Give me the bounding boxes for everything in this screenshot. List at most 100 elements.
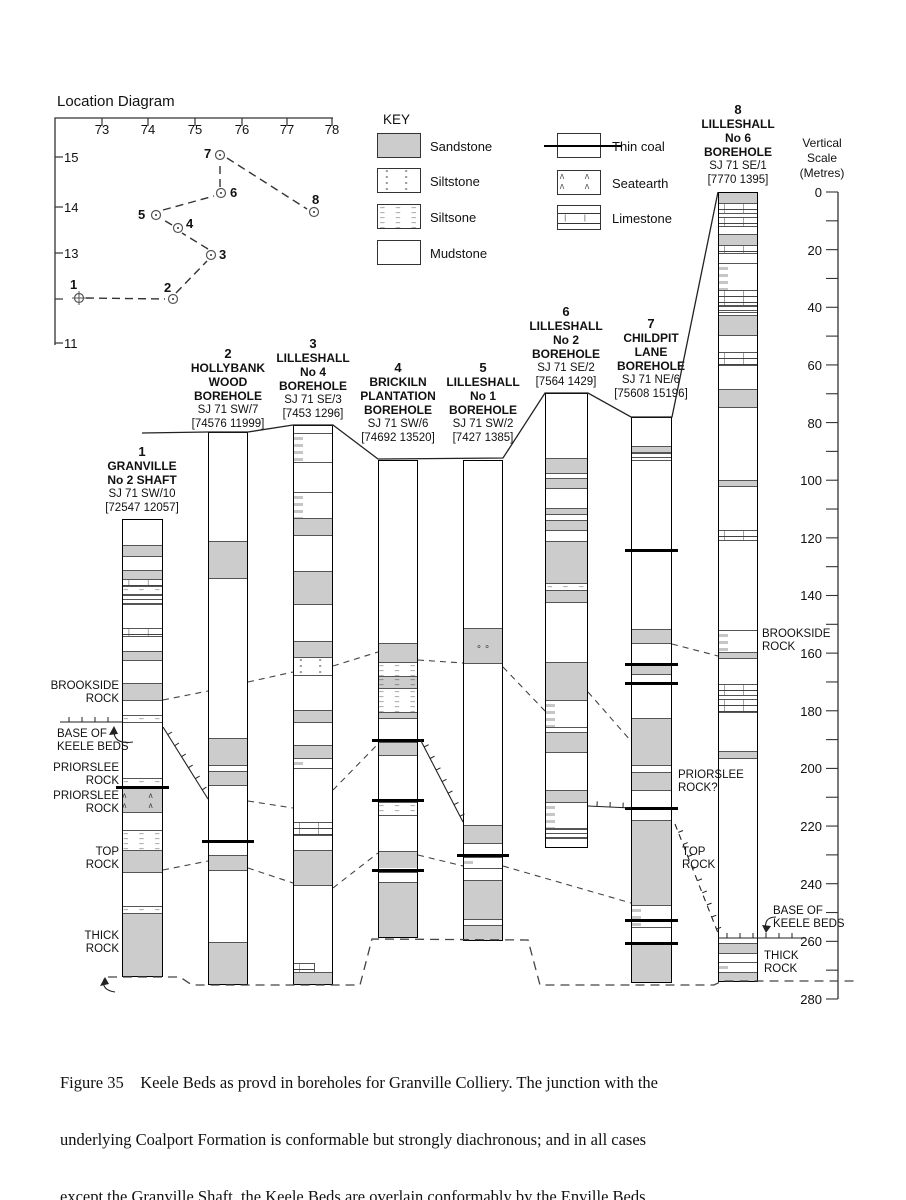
lith-layer-s (718, 234, 758, 245)
lith-layer-s (122, 850, 163, 872)
lith-layer-s (718, 652, 758, 658)
stratum-label-line: TOP (95, 846, 119, 858)
borehole-column-5: ∘ ∘ ▬ ▬ ▬ ▬ ▬ ▬ ▬ ▬ ▬ ▬ ▬ ▬ ▬ ▬ ▬ ▬ ▬ ▬ ▬… (457, 460, 509, 941)
lith-layer-s (293, 518, 333, 535)
borehole-name-line: No 6 (724, 131, 751, 145)
lith-layer-d: – – – – – – – – – – – – – – – – – – – – … (122, 778, 163, 786)
thin-coal-line (372, 868, 424, 872)
lith-layer-s (122, 570, 163, 579)
lith-layer-m (293, 768, 333, 822)
lith-layer-L: | | | | | | | | | | | | | | | | | | | | … (718, 290, 758, 305)
lith-layer-m (293, 722, 333, 745)
lith-layer-s (545, 732, 588, 752)
stratum-label: THICK ROCK (764, 950, 799, 976)
scale-title-line: (Metres) (799, 166, 845, 180)
lith-layer-m (631, 460, 672, 629)
lith-layer-s (293, 710, 333, 722)
lith-layer-s (463, 825, 503, 843)
thin-coal-line (625, 681, 678, 685)
borehole-column-frame (463, 460, 503, 941)
key-title: KEY (383, 112, 411, 127)
lith-layer-s (208, 855, 248, 870)
lith-layer-s (122, 545, 163, 556)
lith-layer-m (208, 578, 248, 738)
lith-layer-e: ʌ ʌ ʌ ʌ ʌ ʌ ʌ ʌ ʌ ʌ ʌ ʌ ʌ ʌ ʌ ʌ ʌ ʌ ʌ ʌ … (122, 788, 163, 812)
lith-layer-L: | | | | | | | | | | | | | | | | | | | | … (718, 684, 758, 695)
borehole-name-line: LILLESHALL (701, 117, 775, 131)
thin-coal-line (625, 941, 678, 945)
stratum-label: PRIORSLEE ROCK (9, 762, 119, 788)
lith-layer-k: ▬ ▬ ▬ ▬ ▬ ▬ ▬ ▬ ▬ ▬ ▬ ▬ ▬ ▬ ▬ ▬ ▬ ▬ ▬ ▬ … (463, 857, 503, 868)
lith-layer-s (208, 771, 248, 785)
lith-layer-s (463, 880, 503, 919)
borehole-column-frame (293, 425, 333, 985)
scale-tick-label: 40 (807, 300, 822, 316)
lith-layer-m (545, 488, 588, 508)
lith-layer-m (208, 785, 248, 855)
lith-layer-k: ▬ ▬ ▬ ▬ ▬ ▬ ▬ ▬ ▬ ▬ ▬ ▬ ▬ ▬ ▬ ▬ ▬ ▬ ▬ ▬ … (631, 905, 672, 927)
lith-layer-d: – – – – – – – – – – – – – – – – – – – – … (378, 662, 418, 676)
lith-layer-m (378, 872, 418, 882)
lith-layer-s (545, 790, 588, 802)
thin-coal-line (116, 785, 169, 789)
thin-coal-line (625, 806, 678, 810)
stratum-label-line: BROOKSIDE (50, 680, 119, 692)
stratum-label-line: ROCK (85, 775, 119, 787)
lith-layer-s (718, 315, 758, 335)
stratum-label-line: PRIORSLEE (678, 769, 744, 781)
scale-tick-label: 60 (807, 357, 822, 373)
borehole-number: 8 (734, 102, 742, 117)
lith-layer-m (122, 700, 163, 715)
lith-layer-sp: ∘ ∘ (463, 628, 503, 663)
lith-layer-s (208, 738, 248, 765)
lith-layer-s (378, 712, 418, 718)
lith-layer-m (122, 604, 163, 628)
lith-layer-m (718, 253, 758, 263)
stratum-label-line: KEELE BEDS (773, 918, 845, 930)
stratum-label: BASE OF KEELE BEDS (57, 728, 129, 754)
scale-tick-label: 20 (807, 242, 822, 258)
lith-layer-m (293, 535, 333, 571)
stratum-label-line: PRIORSLEE (53, 790, 119, 802)
lith-layer-d: – – – – – – – – – – – – – – – – – – – – … (378, 802, 418, 815)
lith-layer-d: – – – – – – – – – – – – – – – – – – – – … (122, 830, 163, 850)
stratum-label-line: THICK (84, 930, 120, 942)
lith-layer-m (293, 835, 333, 850)
borehole-column-7: ▬ ▬ ▬ ▬ ▬ ▬ ▬ ▬ ▬ ▬ ▬ ▬ ▬ ▬ ▬ ▬ ▬ ▬ ▬ ▬ … (625, 417, 678, 983)
scale-tick-label: 220 (800, 819, 822, 835)
lith-layer-l (718, 305, 758, 312)
lith-layer-L: | | | | | | | | | | | | | | | | | | | | … (718, 352, 758, 365)
lith-layer-s (718, 480, 758, 486)
lith-layer-s (718, 751, 758, 758)
scale-tick-label: 280 (800, 991, 822, 1007)
lith-layer-m (631, 790, 672, 820)
lith-layer-s (378, 882, 418, 938)
lith-layer-m (718, 540, 758, 630)
lith-layer-m (718, 486, 758, 530)
stratum-label-line: ROCK (85, 943, 119, 955)
lith-layer-m (122, 812, 163, 830)
lith-layer-s (545, 662, 588, 700)
lith-layer-m (718, 695, 758, 699)
stratum-label: BROOKSIDE ROCK (762, 628, 830, 654)
borehole-column-frame (631, 417, 672, 983)
stratum-label-line: ROCK? (678, 782, 718, 794)
lith-layer-l (545, 828, 588, 838)
borehole-column-3: ▬ ▬ ▬ ▬ ▬ ▬ ▬ ▬ ▬ ▬ ▬ ▬ ▬ ▬ ▬ ▬ ▬ ▬ ▬ ▬ … (293, 425, 333, 985)
scale-tick-label: 80 (807, 415, 822, 431)
lith-layer-s (293, 571, 333, 604)
stratum-label-line: BASE OF (57, 728, 107, 740)
stratum-label-line: ROCK (85, 693, 119, 705)
stratum-label: TOP ROCK (9, 846, 119, 872)
lith-layer-s (545, 520, 588, 530)
borehole-name-line: GRANVILLE (107, 459, 177, 473)
lith-layer-m (545, 838, 588, 848)
stratum-label-line: PRIORSLEE (53, 762, 119, 774)
stratum-label-line: BASE OF (773, 905, 823, 917)
key-label: Seatearth (612, 176, 669, 191)
borehole-column-frame (718, 192, 758, 982)
borehole-name-line: BOREHOLE (703, 145, 772, 159)
lith-layer-k: ▬ ▬ ▬ ▬ ▬ ▬ ▬ ▬ ▬ ▬ ▬ ▬ ▬ ▬ ▬ ▬ ▬ ▬ ▬ ▬ … (545, 700, 588, 727)
lith-layer-m (545, 530, 588, 541)
